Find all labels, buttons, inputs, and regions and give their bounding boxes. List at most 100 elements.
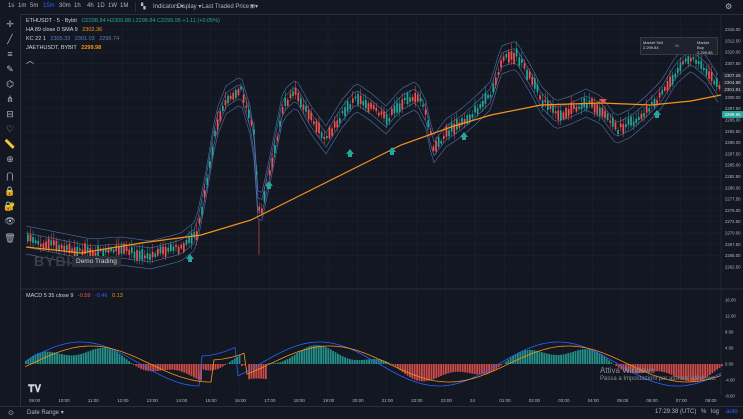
macd-histogram-bar: [457, 364, 459, 372]
candle-body: [199, 218, 201, 223]
chart-type-icon[interactable]: ▚: [141, 3, 146, 10]
timeframe-15m[interactable]: 15m: [43, 3, 55, 9]
macd-histogram-bar: [287, 359, 289, 364]
candle-body: [427, 120, 429, 127]
macd-histogram-bar: [135, 364, 137, 366]
candle-body: [162, 246, 164, 254]
lock-drawings-icon[interactable]: 🔐: [3, 200, 17, 212]
macd-histogram-bar: [404, 364, 406, 374]
magnet-icon[interactable]: ⋂: [3, 170, 17, 182]
macd-hist: 0.13: [112, 293, 123, 299]
timeframe-30m[interactable]: 30m: [59, 3, 71, 9]
settings-icon[interactable]: ⚙: [725, 2, 732, 11]
market-buy-button[interactable]: Market Buy 2,299.85: [697, 40, 717, 55]
candle-body: [165, 247, 167, 257]
candle-body: [160, 247, 162, 254]
macd-histogram-bar: [219, 364, 221, 368]
candle-body: [672, 75, 674, 84]
collapse-legend-icon[interactable]: ︿: [26, 55, 34, 66]
candle-body: [412, 97, 414, 101]
measure-ruler-icon[interactable]: ⊟: [3, 108, 17, 120]
candle-body: [297, 93, 299, 101]
calendar-icon[interactable]: ⊙: [8, 409, 14, 417]
macd-histogram-bar: [303, 349, 305, 364]
timeframe-1w[interactable]: 1W: [108, 3, 117, 9]
timeframe-1m[interactable]: 1m: [18, 3, 26, 9]
timeframe-1h[interactable]: 1h: [74, 3, 81, 9]
market-sell-button[interactable]: Market Sell 2,299.84: [643, 40, 663, 50]
candle-body: [245, 106, 247, 108]
macd-histogram-bar: [567, 353, 569, 364]
macd-histogram-bar: [164, 364, 166, 370]
horizontal-lines-icon[interactable]: ≡: [3, 48, 17, 60]
candle-body: [342, 111, 344, 113]
candle-body: [622, 124, 624, 133]
auto-toggle[interactable]: auto: [726, 409, 738, 415]
percent-toggle[interactable]: %: [701, 409, 706, 415]
display-button[interactable]: Display ▾: [177, 3, 201, 10]
macd-histogram-bar: [63, 355, 65, 364]
ha-label: HA 89 close 0 SMA 9: [26, 27, 78, 33]
macd-histogram-bar: [217, 364, 219, 369]
chart-area[interactable]: 2315.002312.502310.002307.502305.002302.…: [21, 15, 743, 406]
pattern-icon[interactable]: ⌬: [3, 78, 17, 90]
macd-histogram-bar: [239, 355, 241, 364]
heart-icon[interactable]: ♡: [3, 123, 17, 135]
clock[interactable]: 17:29:38 (UTC): [655, 409, 696, 415]
date-range-button[interactable]: Date Range ▾: [27, 409, 64, 416]
candle-body: [573, 105, 575, 109]
trend-line-icon[interactable]: ╱: [3, 33, 17, 45]
time-tick-label: 13:00: [147, 398, 159, 403]
bottom-bar: ⊙ Date Range ▾ 17:29:38 (UTC) % log auto: [0, 406, 743, 419]
layout-icon[interactable]: ⊞▾: [250, 3, 258, 10]
candle-body: [495, 77, 497, 85]
candle-body: [336, 120, 338, 127]
candle-body: [581, 104, 583, 109]
macd-histogram-bar: [327, 348, 329, 364]
macd-histogram-bar: [527, 350, 529, 364]
ruler-icon[interactable]: 📏: [3, 138, 17, 150]
candle-body: [708, 71, 710, 79]
candle-body: [565, 108, 567, 118]
candle-body: [43, 243, 45, 249]
candle-body: [113, 250, 115, 253]
candle-body: [308, 110, 310, 119]
macd-histogram-bar: [243, 364, 245, 365]
timeframe-1s[interactable]: 1s: [8, 3, 14, 9]
timeframe-1d[interactable]: 1D: [97, 3, 105, 9]
candle-body: [391, 109, 393, 115]
log-toggle[interactable]: log: [711, 409, 719, 415]
zoom-icon[interactable]: ⊕: [3, 153, 17, 165]
eye-icon[interactable]: 👁: [3, 215, 17, 227]
brush-icon[interactable]: ✎: [3, 63, 17, 75]
candle-body: [654, 99, 656, 107]
last-price-button[interactable]: Last Traded Price ▾: [202, 3, 254, 10]
time-tick-label: 21:00: [382, 398, 394, 403]
macd-histogram-bar: [299, 352, 301, 364]
macd-histogram-bar: [606, 358, 608, 364]
candle-body: [264, 191, 266, 201]
timeframe-4h[interactable]: 4h: [87, 3, 94, 9]
timeframe-5m[interactable]: 5m: [30, 3, 38, 9]
lock-icon[interactable]: 🔒: [3, 185, 17, 197]
candle-body: [253, 129, 255, 134]
price-chart[interactable]: 2315.002312.502310.002307.502305.002302.…: [21, 15, 743, 406]
ohlc-values: O2298.84 H2300.88 L2298.84 C2299.95 +1.1…: [81, 18, 219, 24]
macd-histogram-bar: [61, 354, 63, 364]
fib-icon[interactable]: ⋔: [3, 93, 17, 105]
drawing-toolbar: ✛ ╱ ≡ ✎ ⌬ ⋔ ⊟ ♡ 📏 ⊕ ⋂ 🔒 🔐 👁 🗑: [0, 14, 21, 406]
candle-body: [716, 78, 718, 87]
trash-icon[interactable]: 🗑: [3, 232, 17, 244]
macd-histogram-bar: [407, 364, 409, 376]
candle-body: [641, 114, 643, 119]
candle-body: [230, 96, 232, 99]
macd-histogram-bar: [116, 352, 118, 364]
band-lower-tag: 2301.91: [722, 86, 743, 93]
macd-histogram-bar: [575, 351, 577, 364]
candle-body: [279, 121, 281, 127]
macd-histogram-bar: [344, 357, 346, 364]
crosshair-icon[interactable]: ✛: [3, 18, 17, 30]
time-tick-label: 20:00: [352, 398, 364, 403]
candle-body: [589, 100, 591, 102]
timeframe-1m[interactable]: 1M: [120, 3, 128, 9]
